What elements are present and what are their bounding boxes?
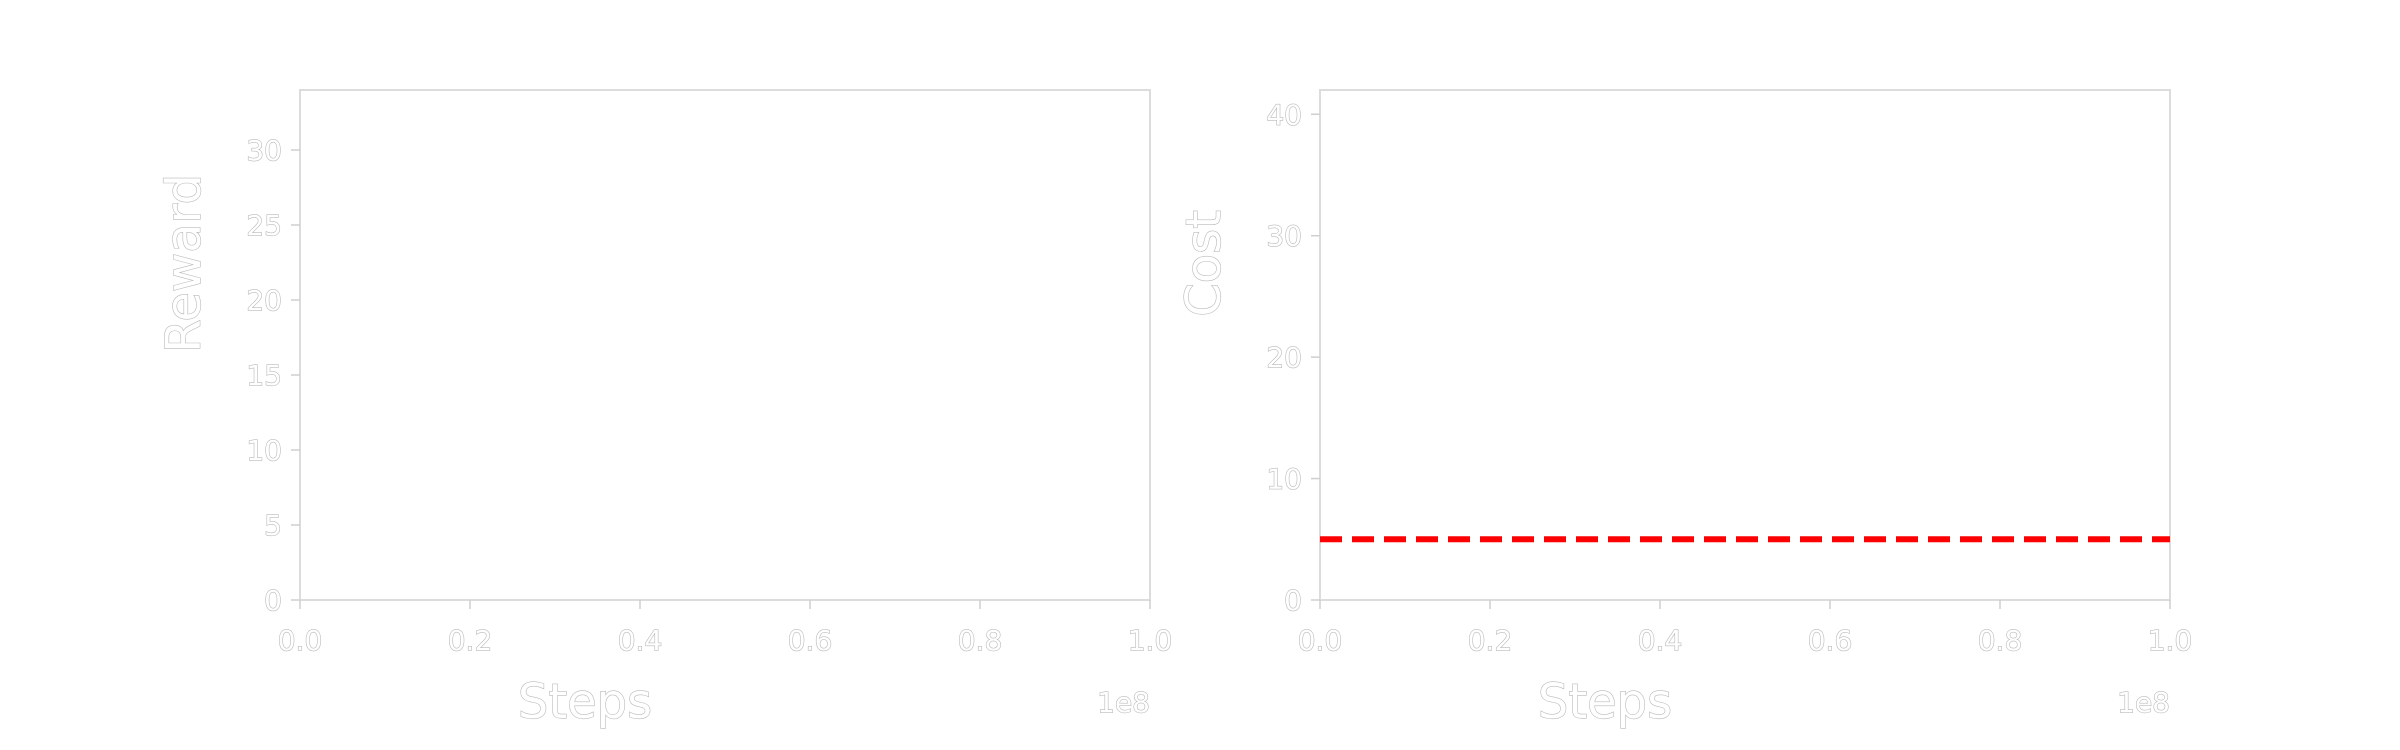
cost-y-tick-label: 10 — [1266, 463, 1302, 496]
cost-x-tick-label: 0.6 — [1808, 624, 1853, 657]
reward-axes-frame — [299, 89, 1151, 601]
reward-x-tick-label: 0.8 — [958, 624, 1003, 657]
reward-x-tick-label: 0.2 — [448, 624, 493, 657]
reward-x-tick-label: 0.0 — [278, 624, 323, 657]
cost-y-tick-label: 0 — [1284, 584, 1302, 617]
cost-x-tick-label: 0.2 — [1468, 624, 1513, 657]
cost-axes-frame — [1319, 89, 2171, 601]
cost-y-axis-label: Cost — [1176, 210, 1232, 317]
cost-chart: 0.0 0.2 0.4 0.6 0.8 1.0 0 10 20 30 40 Steps Cost 1… — [1175, 89, 2193, 731]
reward-y-tick-label: 15 — [246, 359, 282, 392]
reward-y-tick-label: 20 — [246, 284, 282, 317]
cost-ticks: 0.0 0.2 0.4 0.6 0.8 1.0 0 10 20 30 40 — [1266, 98, 2193, 658]
reward-x-axis-label: Steps — [518, 674, 652, 730]
reward-y-tick-label: 10 — [246, 434, 282, 467]
reward-x-tick-label: 1.0 — [1128, 624, 1173, 657]
cost-x-axis-label: Steps — [1538, 674, 1672, 730]
cost-y-tick-label: 20 — [1266, 341, 1302, 374]
cost-x-tick-label: 0.0 — [1298, 624, 1343, 657]
reward-y-tick-label: 25 — [246, 209, 282, 242]
reward-x-offset-label: 1e8 — [1097, 686, 1150, 719]
cost-y-tick-label: 40 — [1266, 98, 1302, 131]
reward-y-tick-label: 5 — [264, 509, 282, 542]
reward-x-tick-label: 0.6 — [788, 624, 833, 657]
cost-x-tick-label: 0.8 — [1978, 624, 2023, 657]
reward-y-tick-label: 0 — [264, 584, 282, 617]
reward-chart: 0.0 0.2 0.4 0.6 0.8 1.0 0 5 10 15 20 25 30 Steps Rew… — [155, 89, 1173, 731]
reward-y-tick-label: 30 — [246, 134, 282, 167]
reward-y-axis-label: Reward — [156, 174, 212, 353]
reward-x-tick-label: 0.4 — [618, 624, 663, 657]
cost-x-tick-label: 0.4 — [1638, 624, 1683, 657]
cost-y-tick-label: 30 — [1266, 220, 1302, 253]
cost-x-offset-label: 1e8 — [2117, 686, 2170, 719]
cost-x-tick-label: 1.0 — [2148, 624, 2193, 657]
reward-ticks: 0.0 0.2 0.4 0.6 0.8 1.0 0 5 10 15 20 25 30 — [246, 133, 1173, 657]
